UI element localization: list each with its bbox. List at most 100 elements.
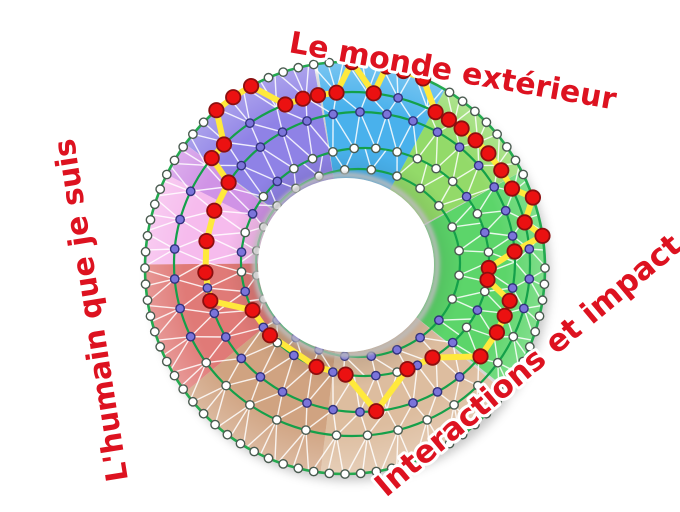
- node-purple-ring-A: [175, 214, 186, 225]
- node-white-ring-R: [161, 356, 172, 367]
- web-a-b: [190, 312, 215, 338]
- node-white-ring-C: [472, 208, 483, 219]
- node-white-ring-R: [293, 62, 304, 73]
- selected-node: [453, 120, 470, 137]
- web-rim-a: [148, 218, 181, 232]
- selected-node: [480, 145, 497, 162]
- web-b-c: [386, 114, 398, 153]
- node-purple-ring-B: [500, 205, 511, 216]
- node-white-ring-A: [393, 425, 403, 435]
- web-b-c: [207, 231, 246, 237]
- node-purple-ring-C: [327, 367, 338, 377]
- node-white-ring-R: [518, 356, 529, 367]
- web-a-b: [335, 411, 361, 436]
- web-b-c: [259, 354, 295, 378]
- node-white-ring-C: [349, 143, 360, 154]
- node-white-ring-R: [187, 396, 198, 407]
- node-white-ring-D: [392, 171, 402, 182]
- web-b-c: [435, 146, 461, 170]
- node-purple-ring-A: [185, 186, 196, 197]
- web-rim-a: [497, 136, 501, 166]
- selected-node: [261, 327, 279, 344]
- node-white-ring-D: [454, 245, 464, 256]
- selected-node: [534, 227, 551, 244]
- web-b-c: [204, 261, 242, 273]
- selected-node: [524, 189, 542, 206]
- node-purple-ring-C: [240, 286, 251, 297]
- selected-node: [503, 180, 521, 197]
- node-white-ring-C: [392, 146, 402, 157]
- selected-node: [427, 104, 444, 121]
- node-purple-ring-B: [507, 283, 518, 293]
- web-b-c: [204, 251, 242, 263]
- web-a-b: [225, 358, 242, 386]
- node-purple-ring-D: [433, 315, 444, 326]
- web-b-c: [225, 186, 254, 215]
- node-white-ring-R: [355, 468, 366, 479]
- center-hole: [252, 172, 440, 358]
- selected-node: [496, 307, 513, 324]
- selected-node: [244, 302, 261, 319]
- node-purple-ring-B: [202, 283, 213, 293]
- selected-node: [488, 324, 505, 341]
- web-rim-a: [170, 166, 192, 192]
- web-b-c: [240, 341, 278, 360]
- node-purple-ring-B: [381, 109, 392, 120]
- node-white-ring-R: [518, 169, 529, 180]
- node-white-ring-R: [222, 429, 233, 440]
- node-white-ring-R: [149, 199, 160, 210]
- node-white-ring-R: [161, 169, 172, 180]
- web-a-b: [426, 391, 439, 421]
- web-rim-a: [311, 434, 338, 472]
- web-c-d: [451, 204, 473, 228]
- node-white-ring-R: [524, 341, 535, 352]
- node-purple-ring-B: [473, 160, 484, 171]
- node-white-ring-C: [431, 163, 441, 174]
- selected-node: [472, 348, 489, 365]
- node-white-ring-R: [308, 466, 319, 477]
- node-white-ring-R: [492, 396, 502, 407]
- node-purple-ring-B: [454, 371, 465, 382]
- web-b-c: [240, 164, 278, 183]
- web-rim-a: [453, 108, 473, 124]
- selected-node: [368, 403, 385, 420]
- node-white-ring-R: [324, 468, 335, 479]
- node-white-ring-R: [145, 311, 156, 321]
- node-white-ring-R: [324, 57, 335, 68]
- node-purple-ring-C: [472, 305, 483, 316]
- node-white-ring-R: [187, 129, 198, 140]
- node-white-ring-C: [461, 322, 472, 333]
- web-rim-a: [163, 336, 192, 356]
- web-rim-a: [170, 336, 192, 370]
- node-white-ring-R: [537, 295, 548, 306]
- web-b-c: [353, 111, 361, 149]
- node-white-ring-A: [449, 399, 459, 410]
- node-white-ring-R: [278, 458, 289, 469]
- node-purple-ring-B: [408, 116, 418, 126]
- web-rim-a: [242, 404, 251, 446]
- web-rim-a: [214, 385, 227, 425]
- selected-node: [220, 174, 237, 191]
- web-rim-a: [180, 362, 207, 387]
- selected-node: [479, 271, 496, 288]
- web-a-b: [190, 186, 226, 193]
- selected-node: [506, 243, 523, 260]
- node-white-ring-R: [539, 279, 550, 290]
- web-b-c: [306, 120, 334, 153]
- web-b-c: [359, 111, 377, 149]
- node-purple-ring-A: [524, 274, 535, 284]
- node-white-ring-A: [492, 357, 503, 368]
- node-purple-ring-D: [392, 344, 402, 355]
- web-b-c: [484, 210, 507, 233]
- node-white-ring-R: [308, 59, 319, 70]
- web-rim-a: [326, 435, 338, 474]
- selected-node: [277, 96, 294, 113]
- web-rim-a: [426, 419, 445, 448]
- web-rim-a: [453, 404, 461, 437]
- node-white-ring-R: [278, 67, 289, 78]
- web-rim-a: [144, 248, 176, 267]
- web-b-c: [416, 131, 439, 160]
- node-purple-ring-A: [519, 303, 529, 314]
- node-white-ring-A: [244, 399, 255, 410]
- node-white-ring-R: [371, 466, 382, 477]
